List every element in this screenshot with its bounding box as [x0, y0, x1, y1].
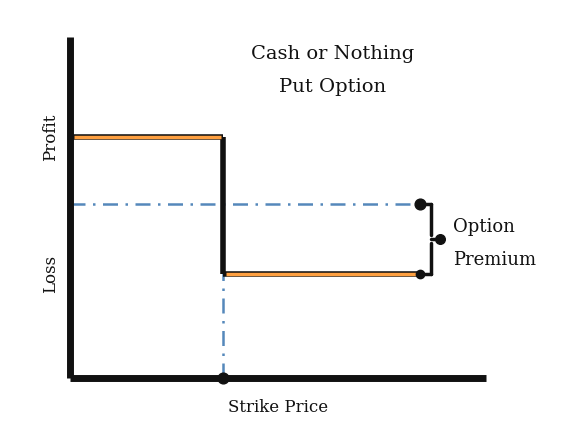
- Text: Profit: Profit: [42, 114, 59, 161]
- Point: [219, 375, 228, 382]
- Text: Put Option: Put Option: [279, 78, 387, 96]
- Point: [416, 271, 425, 278]
- Text: Premium: Premium: [453, 251, 536, 269]
- Point: [435, 236, 444, 243]
- Text: Cash or Nothing: Cash or Nothing: [251, 45, 415, 63]
- Point: [416, 200, 425, 207]
- Text: Strike Price: Strike Price: [228, 399, 328, 416]
- Text: Option: Option: [453, 218, 515, 236]
- Text: Loss: Loss: [42, 255, 59, 293]
